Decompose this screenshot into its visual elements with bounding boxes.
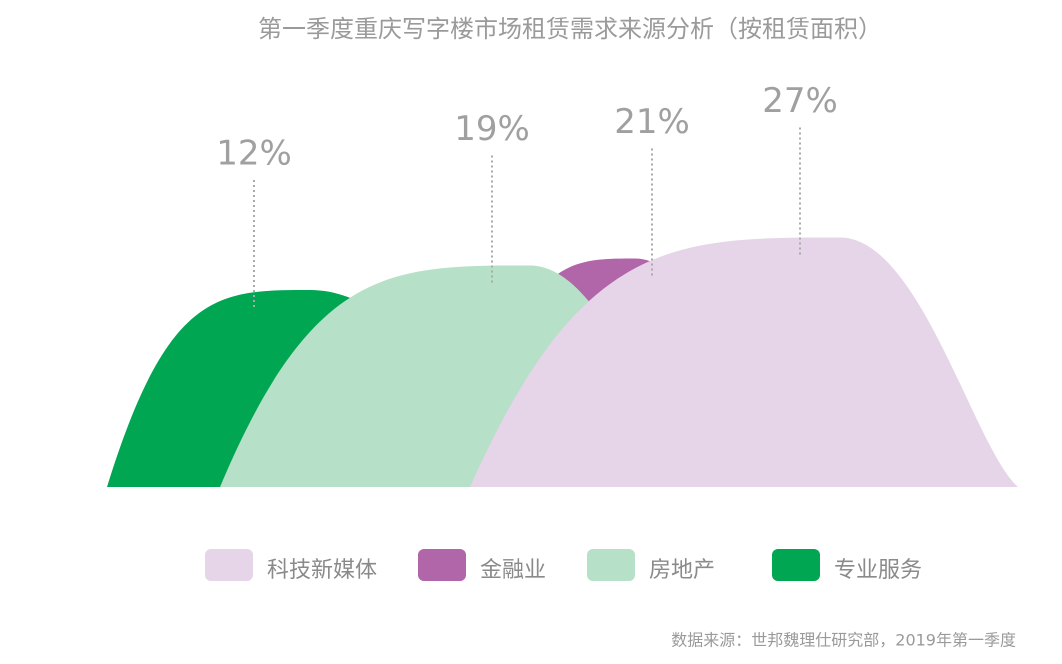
legend-swatch [772,549,820,581]
value-label: 27% [762,81,838,121]
chart-title: 第一季度重庆写字楼市场租赁需求来源分析（按租赁面积） [258,15,882,43]
legend-label: 房地产 [649,558,715,583]
source-note: 数据来源：世邦魏理仕研究部，2019年第一季度 [671,631,1016,650]
value-label: 12% [216,134,292,174]
value-label: 21% [614,102,690,142]
hill [470,237,1018,487]
legend-swatch [587,549,635,581]
legend-swatch [205,549,253,581]
legend-label: 专业服务 [834,558,922,583]
legend-swatch [418,549,466,581]
legend-label: 金融业 [480,558,546,583]
value-label: 19% [454,109,530,149]
legend-label: 科技新媒体 [267,558,377,583]
